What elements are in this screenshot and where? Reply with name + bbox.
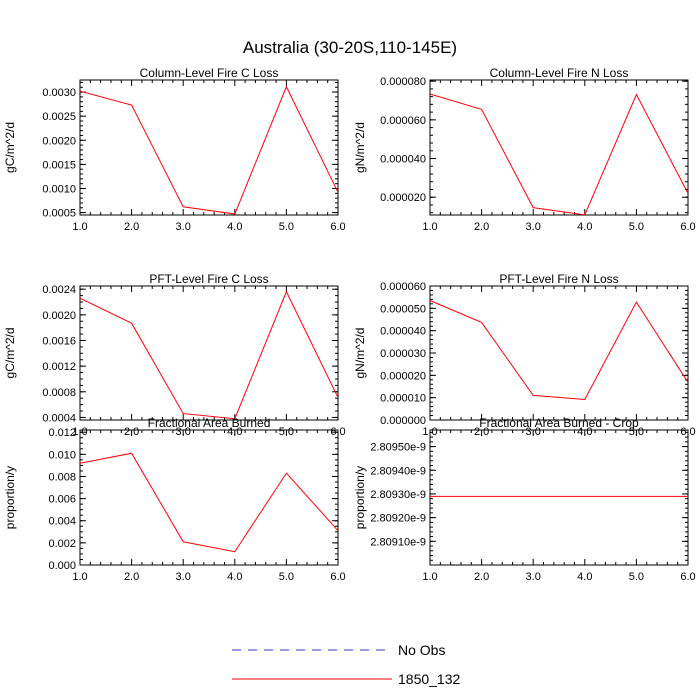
y-axis-label: proportion/y	[353, 466, 367, 529]
y-tick-label: 0.004	[48, 516, 76, 528]
panel-title: PFT-Level Fire C Loss	[149, 272, 268, 286]
y-tick-label: 0.000	[48, 560, 76, 572]
y-tick-label: 0.0025	[42, 111, 76, 123]
y-tick-label: 2.80950e-9	[370, 442, 426, 454]
panel-frame	[429, 285, 689, 421]
y-tick-label: 0.012	[48, 427, 76, 439]
x-tick-label: 6.0	[330, 221, 345, 233]
y-tick-label: 2.80910e-9	[370, 536, 426, 548]
y-tick-label: 2.80930e-9	[370, 489, 426, 501]
y-tick-label: 0.0008	[42, 387, 76, 399]
y-tick-label: 0.0020	[42, 310, 76, 322]
x-tick-label: 6.0	[680, 221, 695, 233]
panel-3: 1.02.03.04.05.06.00.00040.00080.00120.00…	[3, 272, 346, 438]
series-line-1850-132	[430, 93, 688, 215]
panel-title: Column-Level Fire N Loss	[490, 66, 629, 80]
legend-label-1850-132: 1850_132	[398, 671, 461, 687]
y-tick-label: 0.000040	[380, 326, 426, 338]
x-tick-label: 5.0	[279, 571, 294, 583]
panel-frame	[79, 429, 339, 566]
legend: No Obs 1850_132	[232, 642, 461, 687]
x-tick-label: 6.0	[680, 571, 695, 583]
series-line-1850-132	[80, 290, 338, 420]
y-tick-label: 2.80920e-9	[370, 513, 426, 525]
y-tick-label: 0.000060	[380, 281, 426, 293]
panel-4: 1.02.03.04.05.06.00.0000000.0000100.0000…	[353, 272, 696, 438]
x-tick-label: 4.0	[577, 571, 592, 583]
x-tick-label: 4.0	[227, 221, 242, 233]
y-axis-label: gC/m^2/d	[3, 328, 17, 379]
x-tick-label: 4.0	[577, 221, 592, 233]
panel-title: Column-Level Fire C Loss	[140, 66, 279, 80]
y-tick-label: 0.006	[48, 494, 76, 506]
series-line-1850-132	[430, 300, 688, 400]
x-tick-label: 2.0	[124, 571, 139, 583]
panel-5: 1.0 2.0 3.0 4.0 5.0 6.0 0.000 0.002 0.004 0.006 0.…	[3, 416, 346, 583]
y-tick-label: 0.000010	[380, 393, 426, 405]
x-tick-label: 5.0	[629, 571, 644, 583]
y-axis-label: gN/m^2/d	[353, 122, 367, 173]
x-tick-label: 6.0	[330, 571, 345, 583]
y-tick-label: 0.000080	[380, 76, 426, 88]
y-tick-label: 0.002	[48, 538, 76, 550]
y-tick-label: 0.0004	[42, 412, 76, 424]
y-tick-label: 0.000000	[380, 415, 426, 427]
panel-title: Fractional Area Burned - Crop	[479, 416, 639, 430]
x-tick-label: 1.0	[72, 221, 87, 233]
series-line-1850-132	[80, 452, 338, 553]
x-tick-label: 2.0	[124, 221, 139, 233]
panel-frame	[429, 79, 689, 216]
legend-label-no-obs: No Obs	[398, 642, 445, 658]
y-axis-label: gN/m^2/d	[353, 328, 367, 379]
y-tick-label: 0.010	[48, 449, 76, 461]
panel-title: Fractional Area Burned	[148, 416, 271, 430]
y-tick-label: 0.0020	[42, 135, 76, 147]
y-tick-label: 0.0016	[42, 335, 76, 347]
panel-frame	[429, 429, 689, 566]
y-tick-label: 0.0005	[42, 208, 76, 220]
y-axis-label: proportion/y	[3, 466, 17, 529]
panel-title: PFT-Level Fire N Loss	[499, 272, 618, 286]
panel-frame	[79, 79, 339, 216]
x-tick-label: 2.0	[474, 221, 489, 233]
y-tick-label: 0.0012	[42, 361, 76, 373]
x-tick-label: 1.0	[72, 571, 87, 583]
x-tick-label: 1.0	[422, 221, 437, 233]
x-tick-label: 3.0	[176, 221, 191, 233]
panel-frame	[79, 285, 339, 421]
y-tick-label: 0.000050	[380, 303, 426, 315]
y-tick-label: 0.0010	[42, 183, 76, 195]
y-tick-label: 0.0024	[42, 284, 76, 296]
panels-group: 1.0 2.0 3.0 4.0 5.0 6.0 0.0005 0.0010 0.0015 0.00…	[3, 66, 696, 583]
y-tick-label: 0.000020	[380, 192, 426, 204]
x-tick-label: 4.0	[227, 571, 242, 583]
y-tick-label: 0.0030	[42, 87, 76, 99]
y-tick-label: 0.000030	[380, 348, 426, 360]
y-tick-label: 0.0015	[42, 159, 76, 171]
panel-6: 1.0 2.0 3.0 4.0 5.0 6.0 2.80910e-9 2.80920e-9 2.…	[353, 416, 696, 583]
series-line-1850-132	[80, 85, 338, 215]
x-tick-label: 1.0	[422, 571, 437, 583]
x-tick-label: 5.0	[279, 221, 294, 233]
panel-1: 1.0 2.0 3.0 4.0 5.0 6.0 0.0005 0.0010 0.0015 0.00…	[3, 66, 346, 233]
x-tick-label: 3.0	[526, 221, 541, 233]
y-axis-label: gC/m^2/d	[3, 122, 17, 173]
x-tick-label: 5.0	[629, 221, 644, 233]
y-tick-label: 2.80940e-9	[370, 465, 426, 477]
panel-2: 1.0 2.0 3.0 4.0 5.0 6.0 0.000020 0.000040 0.0000…	[353, 66, 696, 233]
y-tick-label: 0.000040	[380, 154, 426, 166]
y-tick-label: 0.000060	[380, 115, 426, 127]
x-tick-label: 2.0	[474, 571, 489, 583]
x-tick-label: 3.0	[526, 571, 541, 583]
figure-title: Australia (30-20S,110-145E)	[243, 38, 457, 57]
y-tick-label: 0.008	[48, 471, 76, 483]
x-tick-label: 3.0	[176, 571, 191, 583]
y-tick-label: 0.000020	[380, 370, 426, 382]
